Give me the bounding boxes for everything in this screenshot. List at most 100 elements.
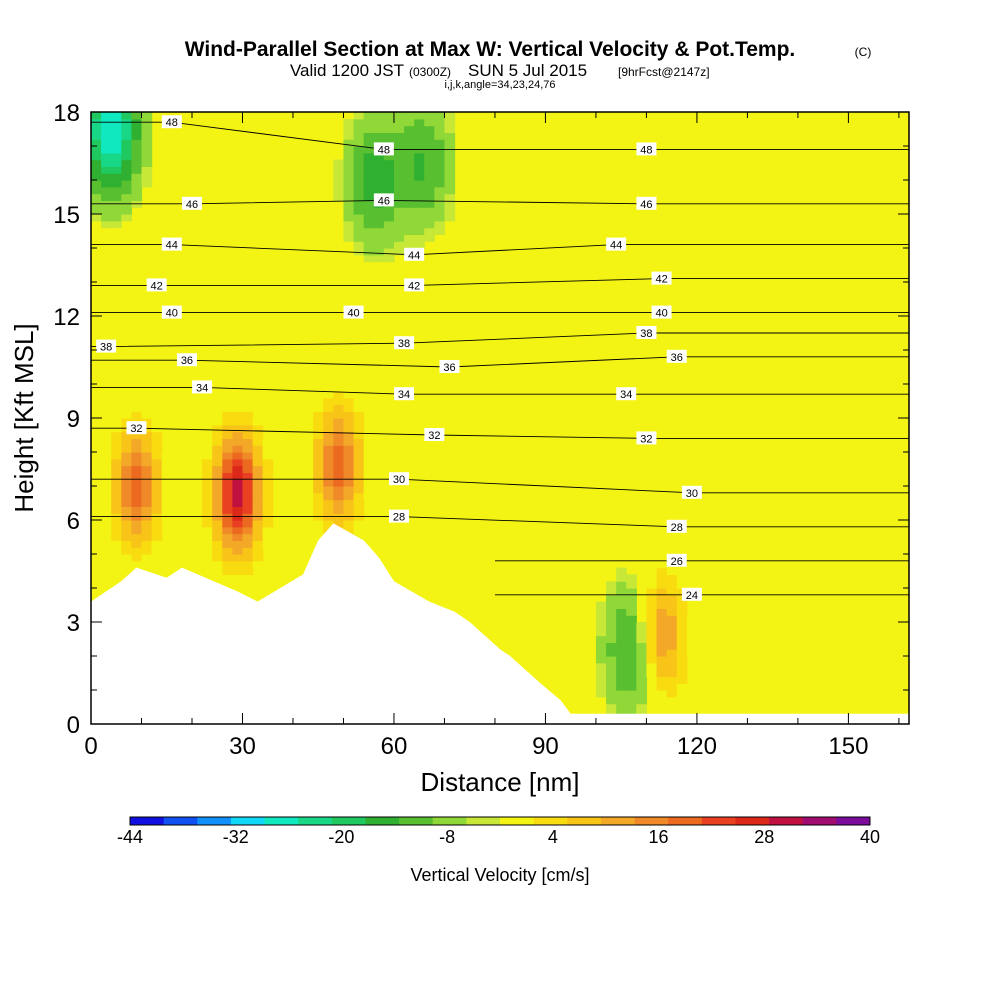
velocity-cell (333, 445, 345, 453)
velocity-cell (626, 683, 637, 691)
velocity-cell (121, 411, 132, 419)
velocity-cell (646, 601, 658, 609)
contour-label-bg (176, 353, 197, 367)
velocity-cell (121, 180, 132, 188)
x-tick-label: 90 (532, 733, 559, 760)
velocity-cell (363, 458, 375, 467)
velocity-cell (222, 452, 233, 460)
contour-label: 30 (393, 474, 405, 486)
velocity-cell (414, 112, 425, 120)
velocity-cell (232, 499, 244, 507)
velocity-cell (121, 152, 132, 161)
velocity-cell (131, 479, 143, 487)
velocity-cell (343, 125, 355, 133)
velocity-cell (404, 200, 415, 208)
velocity-cell (363, 132, 375, 140)
velocity-cell (303, 465, 314, 473)
velocity-cell (121, 472, 132, 480)
colorbar-swatch (701, 817, 736, 825)
velocity-cell (444, 186, 456, 195)
velocity-cell (373, 207, 385, 215)
velocity-cell (393, 180, 405, 188)
contour-label-bg (192, 380, 213, 394)
velocity-cell (353, 125, 365, 133)
velocity-cell (343, 200, 355, 208)
velocity-cell (595, 635, 607, 643)
subtitle-utc: (0300Z) (409, 65, 451, 79)
velocity-cell (91, 180, 102, 188)
velocity-cell (323, 384, 334, 392)
velocity-cell (333, 472, 345, 480)
velocity-cell (151, 492, 163, 501)
velocity-cell (383, 254, 395, 263)
velocity-cell (353, 112, 365, 120)
velocity-cell (656, 560, 668, 569)
velocity-cell (121, 112, 132, 120)
y-tick-label: 6 (67, 508, 80, 535)
velocity-cell (141, 112, 153, 120)
velocity-cell (373, 152, 385, 161)
colorbar-tick-label: 40 (860, 827, 880, 847)
velocity-cell (222, 492, 233, 501)
velocity-cell (202, 472, 213, 480)
y-tick-label: 9 (67, 406, 80, 433)
velocity-cell (676, 676, 688, 684)
velocity-cell (616, 628, 627, 637)
velocity-cell (434, 180, 446, 188)
velocity-cell (666, 696, 678, 705)
velocity-cell (373, 186, 385, 195)
velocity-cell (323, 452, 334, 460)
velocity-cell (333, 418, 345, 426)
velocity-cell (363, 200, 375, 208)
velocity-cell (393, 193, 405, 201)
velocity-cell (242, 574, 254, 582)
velocity-cell (313, 526, 324, 535)
velocity-cell (131, 173, 143, 181)
velocity-cell (424, 159, 435, 167)
velocity-cell (313, 479, 324, 487)
velocity-cell (101, 125, 112, 133)
colorbar-tick-label: 28 (754, 827, 774, 847)
velocity-cell (444, 132, 456, 140)
velocity-cell (333, 390, 345, 399)
contour-label-bg (616, 387, 637, 401)
velocity-cell (232, 458, 244, 467)
velocity-cell (101, 173, 112, 181)
velocity-cell (202, 486, 213, 494)
velocity-cell (303, 438, 314, 446)
velocity-cell (363, 159, 375, 167)
velocity-cell (111, 499, 122, 507)
velocity-cell (363, 445, 375, 453)
velocity-cell (131, 452, 143, 460)
y-tick-label: 0 (67, 712, 80, 739)
contour-label: 44 (610, 240, 622, 252)
velocity-cell (202, 465, 213, 473)
velocity-cell (404, 214, 415, 222)
velocity-cell (232, 581, 244, 589)
velocity-cell (343, 472, 355, 480)
velocity-cell (212, 526, 223, 535)
velocity-cell (131, 159, 143, 167)
velocity-cell (323, 472, 334, 480)
velocity-cell (101, 458, 112, 467)
velocity-cell (353, 220, 365, 229)
velocity-cell (252, 533, 264, 541)
contour-label-bg (161, 305, 182, 319)
title-mark: (C) (855, 45, 872, 59)
velocity-cell (141, 506, 153, 514)
velocity-cell (242, 526, 254, 535)
contour-label: 38 (398, 338, 410, 350)
velocity-cell (101, 193, 112, 201)
velocity-cell (656, 622, 668, 630)
velocity-cell (242, 486, 254, 494)
velocity-cell (212, 540, 223, 548)
velocity-cell (121, 560, 132, 569)
velocity-cell (242, 479, 254, 487)
velocity-cell (424, 139, 435, 147)
velocity-cell (353, 118, 365, 127)
velocity-cell (393, 241, 405, 249)
colorbar-swatch (533, 817, 568, 825)
velocity-cell (393, 214, 405, 222)
velocity-cell (414, 139, 425, 147)
